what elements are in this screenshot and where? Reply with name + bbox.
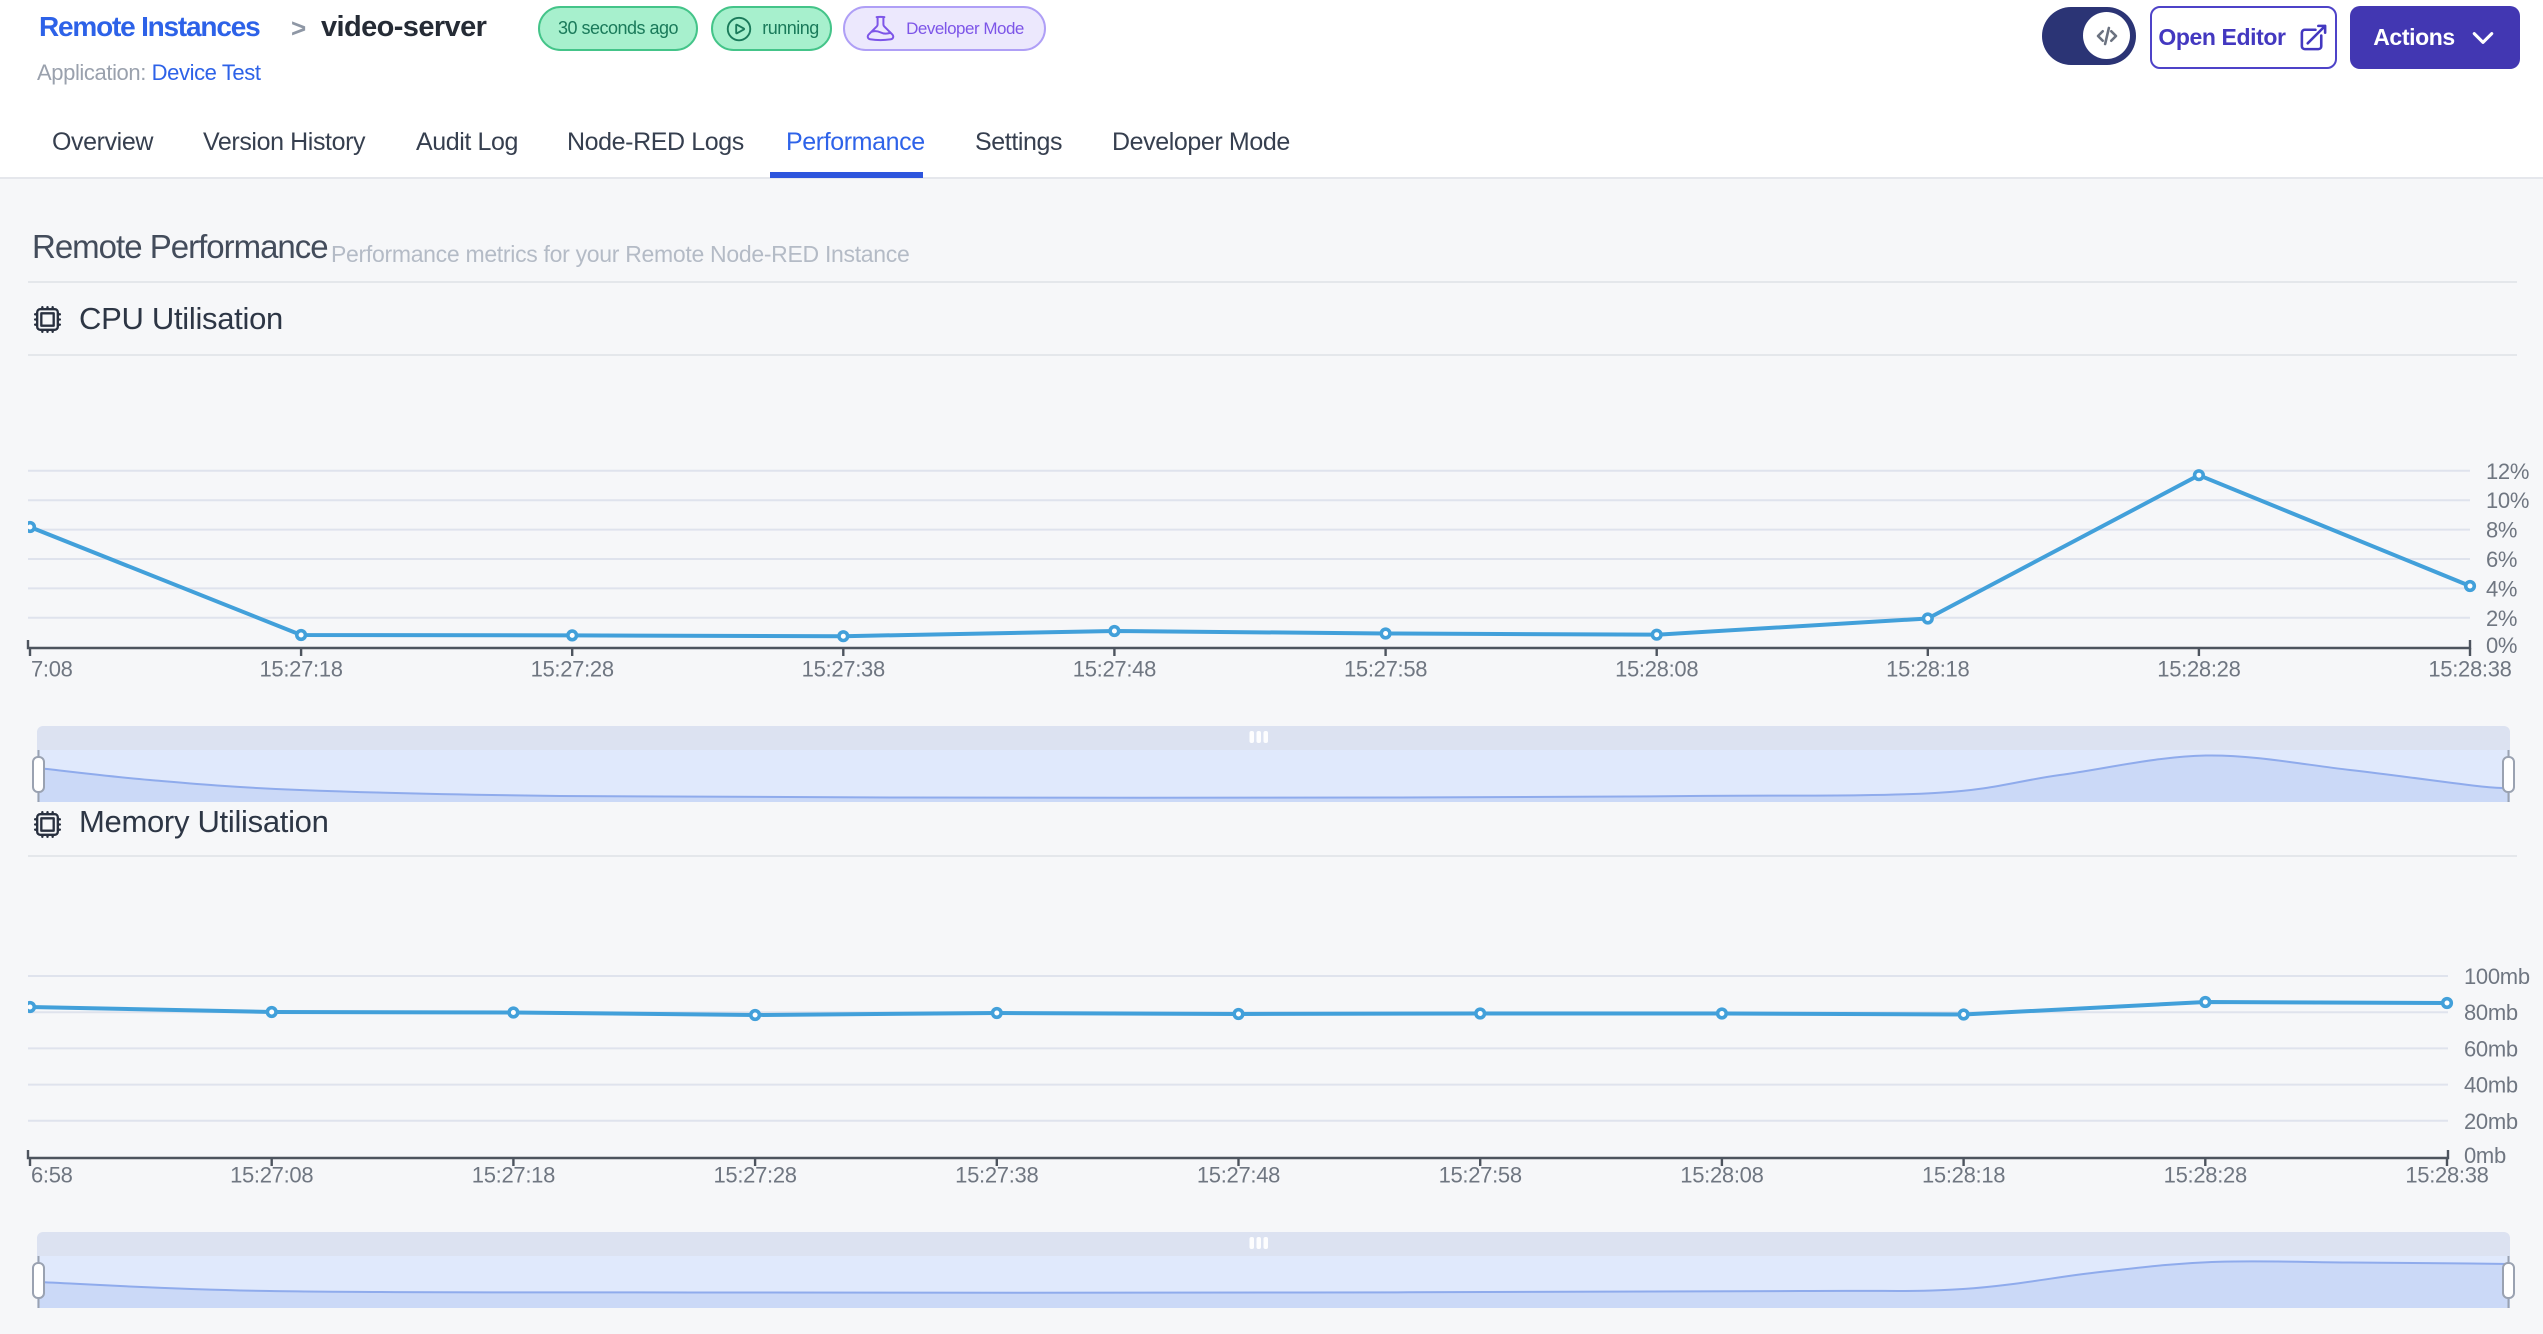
- svg-text:15:27:08: 15:27:08: [230, 1163, 313, 1188]
- svg-text:12%: 12%: [2486, 459, 2529, 484]
- svg-text:15:28:38: 15:28:38: [2405, 1163, 2488, 1188]
- svg-text:0mb: 0mb: [2464, 1143, 2506, 1168]
- svg-text:15:27:38: 15:27:38: [955, 1163, 1038, 1188]
- svg-text:2%: 2%: [2486, 606, 2517, 631]
- svg-text:10%: 10%: [2486, 488, 2529, 513]
- svg-text:15:27:48: 15:27:48: [1073, 657, 1156, 682]
- svg-text:6:58: 6:58: [31, 1163, 73, 1188]
- svg-text:15:28:38: 15:28:38: [2428, 657, 2511, 682]
- svg-text:15:27:18: 15:27:18: [472, 1163, 555, 1188]
- svg-text:15:28:28: 15:28:28: [2157, 657, 2240, 682]
- svg-text:6%: 6%: [2486, 547, 2517, 572]
- svg-text:15:27:18: 15:27:18: [259, 657, 342, 682]
- svg-text:15:28:08: 15:28:08: [1680, 1163, 1763, 1188]
- svg-text:7:08: 7:08: [31, 657, 73, 682]
- svg-text:15:27:48: 15:27:48: [1197, 1163, 1280, 1188]
- svg-text:15:27:58: 15:27:58: [1439, 1163, 1522, 1188]
- svg-text:8%: 8%: [2486, 518, 2517, 543]
- svg-text:40mb: 40mb: [2464, 1073, 2518, 1098]
- svg-text:60mb: 60mb: [2464, 1036, 2518, 1061]
- svg-text:15:27:28: 15:27:28: [531, 657, 614, 682]
- svg-text:80mb: 80mb: [2464, 1000, 2518, 1025]
- svg-text:15:27:58: 15:27:58: [1344, 657, 1427, 682]
- svg-text:15:28:18: 15:28:18: [1922, 1163, 2005, 1188]
- svg-text:15:28:28: 15:28:28: [2164, 1163, 2247, 1188]
- svg-text:20mb: 20mb: [2464, 1109, 2518, 1134]
- svg-text:15:28:08: 15:28:08: [1615, 657, 1698, 682]
- svg-text:0%: 0%: [2486, 633, 2517, 658]
- svg-text:15:27:28: 15:27:28: [713, 1163, 796, 1188]
- svg-text:100mb: 100mb: [2464, 964, 2530, 989]
- svg-text:15:27:38: 15:27:38: [802, 657, 885, 682]
- svg-text:4%: 4%: [2486, 576, 2517, 601]
- svg-text:15:28:18: 15:28:18: [1886, 657, 1969, 682]
